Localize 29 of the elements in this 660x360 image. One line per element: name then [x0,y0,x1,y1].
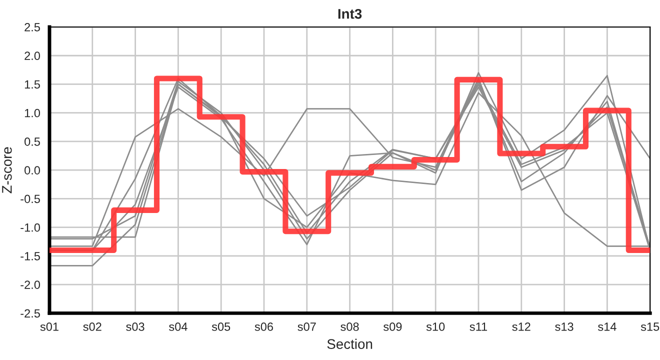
x-tick-label: s05 [212,322,230,331]
chart-title: Int3 [338,8,362,19]
x-tick-label: s06 [254,322,273,331]
y-tick-label: 0.5 [24,138,40,146]
x-tick-label: s04 [169,322,188,331]
x-tick-label: s12 [512,322,530,331]
y-axis-title: Z-score [2,147,12,194]
y-tick-label: -2.5 [20,309,40,318]
y-tick-label: -1.5 [20,252,40,260]
y-tick-label: 1.5 [24,80,40,89]
x-tick-label: s09 [384,322,402,331]
y-tick-label: 0.0 [24,166,40,174]
y-tick-label: 2.5 [24,23,40,32]
x-tick-label: s02 [83,322,102,331]
x-tick-label: s14 [598,322,616,331]
x-tick-label: s13 [555,322,574,331]
x-tick-label: s11 [470,322,488,331]
y-tick-label: 1.0 [24,108,40,118]
x-tick-label: s10 [426,322,445,331]
x-tick-label: s15 [640,322,660,331]
x-tick-label: s01 [40,322,58,331]
y-tick-label: -2.0 [20,280,40,289]
y-tick-label: -1.0 [20,223,40,232]
y-tick-label: 2.0 [24,52,40,60]
x-axis-title: Section [327,338,372,349]
x-tick-label: s07 [298,322,316,331]
y-tick-label: -0.5 [20,194,40,204]
x-tick-label: s03 [126,322,144,331]
x-tick-label: s08 [340,322,359,331]
